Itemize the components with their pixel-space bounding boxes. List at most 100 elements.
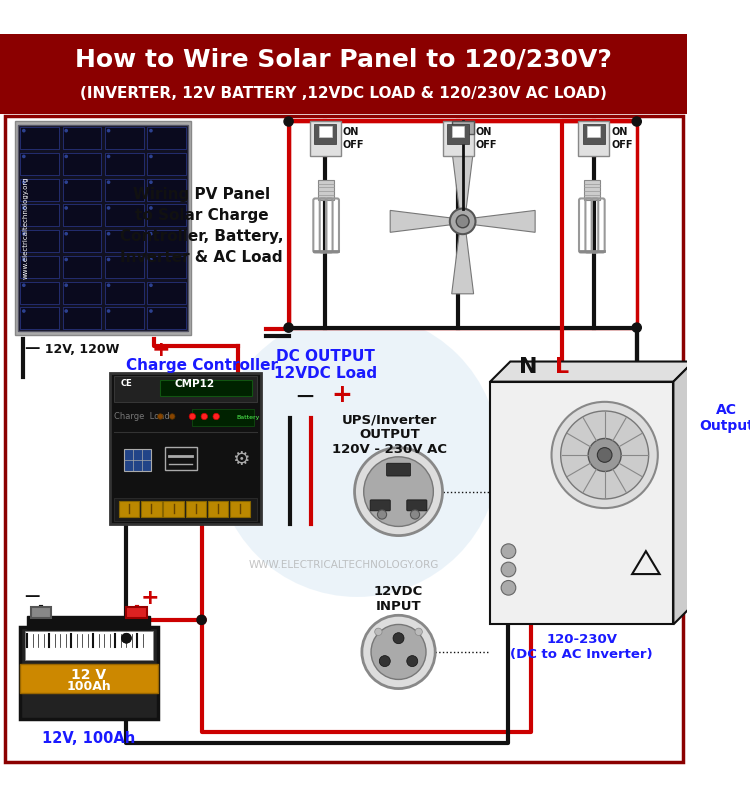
Circle shape: [170, 414, 175, 419]
FancyBboxPatch shape: [110, 373, 261, 524]
FancyBboxPatch shape: [20, 664, 158, 693]
FancyBboxPatch shape: [370, 500, 390, 511]
FancyBboxPatch shape: [105, 178, 143, 201]
FancyBboxPatch shape: [230, 501, 250, 518]
FancyBboxPatch shape: [587, 126, 600, 137]
Text: 12 V: 12 V: [71, 668, 106, 682]
FancyBboxPatch shape: [147, 307, 186, 330]
Circle shape: [64, 232, 68, 235]
Text: 100Ah: 100Ah: [67, 680, 111, 694]
Text: ⚙: ⚙: [232, 450, 250, 469]
FancyBboxPatch shape: [25, 631, 153, 660]
FancyBboxPatch shape: [20, 178, 58, 201]
FancyBboxPatch shape: [406, 500, 427, 511]
FancyBboxPatch shape: [319, 126, 332, 137]
Text: ON: ON: [476, 127, 492, 138]
FancyBboxPatch shape: [318, 180, 334, 200]
Text: DC OUTPUT
12VDC Load: DC OUTPUT 12VDC Load: [274, 349, 376, 382]
Circle shape: [632, 323, 641, 332]
Text: ─: ─: [25, 588, 38, 608]
Circle shape: [501, 581, 516, 595]
FancyBboxPatch shape: [193, 409, 254, 426]
Circle shape: [375, 628, 382, 635]
FancyBboxPatch shape: [442, 122, 474, 156]
Circle shape: [22, 232, 26, 235]
Circle shape: [632, 117, 641, 126]
Circle shape: [588, 438, 621, 471]
Circle shape: [64, 180, 68, 184]
FancyBboxPatch shape: [452, 122, 474, 134]
Circle shape: [22, 309, 26, 313]
Circle shape: [106, 180, 110, 184]
Circle shape: [64, 129, 68, 133]
Circle shape: [64, 283, 68, 287]
Text: www.electricaltechnology.org: www.electricaltechnology.org: [22, 177, 28, 279]
Circle shape: [64, 154, 68, 158]
FancyBboxPatch shape: [583, 124, 604, 144]
Text: WWW.ELECTRICALTECHNOLOGY.ORG: WWW.ELECTRICALTECHNOLOGY.ORG: [248, 560, 439, 570]
FancyBboxPatch shape: [105, 204, 143, 226]
Text: N: N: [519, 357, 538, 377]
Circle shape: [364, 457, 434, 526]
Circle shape: [284, 323, 293, 332]
FancyBboxPatch shape: [147, 178, 186, 201]
Circle shape: [362, 615, 435, 689]
Circle shape: [450, 209, 476, 234]
Circle shape: [501, 544, 516, 558]
Text: 12V, 120W: 12V, 120W: [36, 343, 119, 356]
Polygon shape: [452, 149, 473, 211]
Text: Charge Controller: Charge Controller: [125, 358, 278, 373]
FancyBboxPatch shape: [62, 282, 101, 304]
FancyBboxPatch shape: [147, 153, 186, 175]
FancyBboxPatch shape: [4, 116, 682, 762]
Text: (INVERTER, 12V BATTERY ,12VDC LOAD & 120/230V AC LOAD): (INVERTER, 12V BATTERY ,12VDC LOAD & 120…: [80, 86, 607, 101]
FancyBboxPatch shape: [447, 124, 469, 144]
Text: AC
Output: AC Output: [699, 403, 750, 434]
Text: +: +: [152, 340, 170, 360]
Polygon shape: [490, 362, 694, 382]
Text: ON: ON: [343, 127, 359, 138]
Circle shape: [561, 411, 649, 499]
FancyBboxPatch shape: [32, 607, 51, 618]
Circle shape: [149, 258, 153, 262]
FancyBboxPatch shape: [105, 256, 143, 278]
Circle shape: [597, 448, 612, 462]
FancyBboxPatch shape: [105, 230, 143, 252]
FancyBboxPatch shape: [105, 307, 143, 330]
Circle shape: [64, 309, 68, 313]
FancyBboxPatch shape: [62, 256, 101, 278]
Circle shape: [64, 206, 68, 210]
Text: Wiring PV Panel
to Solar Charge
Controller, Battery,
Inverter & AC Load: Wiring PV Panel to Solar Charge Controll…: [120, 187, 284, 265]
FancyBboxPatch shape: [105, 153, 143, 175]
FancyBboxPatch shape: [160, 380, 252, 396]
Circle shape: [201, 414, 208, 420]
Circle shape: [355, 448, 442, 535]
FancyBboxPatch shape: [18, 125, 188, 331]
FancyBboxPatch shape: [28, 616, 150, 629]
Text: 12V, 100Ah: 12V, 100Ah: [42, 731, 136, 746]
FancyBboxPatch shape: [20, 230, 58, 252]
Text: CMP12: CMP12: [174, 378, 214, 389]
Circle shape: [64, 258, 68, 262]
FancyBboxPatch shape: [62, 178, 101, 201]
FancyBboxPatch shape: [147, 230, 186, 252]
Circle shape: [106, 309, 110, 313]
FancyBboxPatch shape: [20, 282, 58, 304]
Circle shape: [284, 117, 293, 126]
Text: ON: ON: [611, 127, 628, 138]
Circle shape: [22, 206, 26, 210]
Circle shape: [22, 154, 26, 158]
Circle shape: [371, 625, 426, 679]
Text: Battery: Battery: [236, 415, 260, 420]
Circle shape: [189, 414, 196, 420]
Text: OFF: OFF: [343, 140, 364, 150]
FancyBboxPatch shape: [119, 501, 140, 518]
Text: 12VDC
INPUT: 12VDC INPUT: [374, 585, 423, 613]
Polygon shape: [452, 232, 473, 294]
FancyBboxPatch shape: [62, 230, 101, 252]
Circle shape: [393, 633, 404, 644]
Circle shape: [197, 615, 206, 625]
Circle shape: [106, 129, 110, 133]
Circle shape: [551, 402, 658, 508]
FancyBboxPatch shape: [164, 501, 184, 518]
